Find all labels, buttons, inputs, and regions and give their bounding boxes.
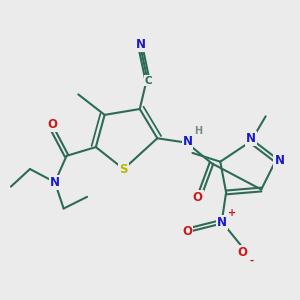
Text: O: O: [47, 118, 57, 131]
Text: -: -: [250, 255, 254, 266]
Text: O: O: [182, 226, 192, 238]
Text: +: +: [228, 208, 236, 218]
Text: N: N: [136, 38, 146, 51]
Text: S: S: [119, 163, 128, 176]
Text: N: N: [217, 216, 227, 229]
Text: O: O: [237, 246, 247, 259]
Text: N: N: [274, 154, 284, 167]
Text: O: O: [193, 191, 203, 204]
Text: N: N: [50, 176, 60, 189]
Text: N: N: [182, 135, 193, 148]
Text: C: C: [145, 76, 152, 85]
Text: H: H: [194, 126, 202, 136]
Text: N: N: [246, 132, 256, 145]
